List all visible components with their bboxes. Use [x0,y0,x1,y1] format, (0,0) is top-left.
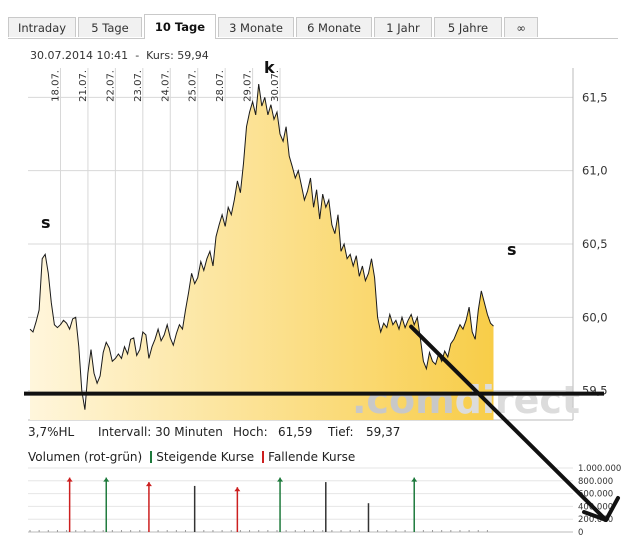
stats-row: 3,7%HL Intervall: 30 Minuten Hoch: 61,59… [28,425,478,523]
rising-volume-marker-icon [103,477,110,482]
price-area-layer [29,84,494,420]
quote-line: 30.07.2014 10:41 - Kurs: 59,94 [30,49,209,62]
annotation-right-shoulder: s [507,240,517,259]
volume-legend: Volumen (rot-grün) Steigende Kurse Fallend… [28,450,363,464]
high-label: Hoch: [233,425,268,439]
interval-text: Intervall: 30 Minuten [98,425,223,439]
svg-text:.comdirect: .comdirect [352,378,580,422]
y-tick-label: 60,0 [582,310,608,324]
rising-volume-marker-icon [411,477,418,482]
tab-5-jahre[interactable]: 5 Jahre [434,17,502,37]
low-value: 59,37 [366,425,401,439]
trend-arrow-line [409,324,608,522]
tab-3-monate[interactable]: 3 Monate [218,17,294,37]
watermark-direct: direct [455,378,580,422]
tab-6-monate[interactable]: 6 Monate [296,17,372,37]
tab-1-jahr[interactable]: 1 Jahr [374,17,432,37]
volume-tick-label: 600.000 [578,490,613,500]
volume-title: Volumen (rot-grün) [28,450,143,464]
price-line [29,84,494,410]
falling-label: Fallende Kurse [268,450,356,464]
y-tick-label: 61,5 [582,90,608,104]
watermark-com: .com [352,378,455,422]
y-tick-label: 60,5 [582,237,608,251]
rising-volume-marker-icon [277,477,284,482]
quote-kurs-value: 59,94 [177,49,209,62]
price-area-fill [30,84,494,420]
volume-tick-label: 200.000 [578,515,613,525]
trend-arrow-head-icon [582,496,620,522]
date-label: 22.07. [105,70,116,102]
date-label: 21.07. [78,70,89,102]
hl-range: 3,7%HL [28,425,75,439]
annotation-left-shoulder: s [41,213,51,232]
date-label: 30.07. [270,70,281,102]
date-label: 23.07. [133,70,144,102]
rising-label: Steigende Kurse [156,450,255,464]
tab-10-tage[interactable]: 10 Tage [144,14,216,39]
watermark: .comdirect [352,378,580,422]
falling-volume-marker-icon [66,477,73,482]
y-tick-label: 61,0 [582,164,608,178]
date-label: 29.07. [243,70,254,102]
date-label: 28.07. [215,70,226,102]
quote-datetime: 30.07.2014 10:41 [30,49,129,62]
volume-tick-label: 0 [578,528,583,538]
price-axis-layer: 59,560,060,561,061,518.07. 21.07. 22.07. 23… [50,70,607,398]
rising-marker-icon [150,451,153,463]
quote-separator: - [135,49,140,62]
tab-5-tage[interactable]: 5 Tage [78,17,142,37]
falling-volume-marker-icon [234,487,241,492]
volume-tick-label: 800.000 [578,477,613,487]
period-tab-bar: Intraday 5 Tage 10 Tage 3 Monate 6 Monate 1 J… [8,14,618,39]
high-value: 61,59 [278,425,313,439]
volume-tick-label: 1.000.000 [578,464,621,474]
falling-volume-marker-icon [145,482,152,487]
date-label: 25.07. [188,70,199,102]
date-label: 24.07. [160,70,171,102]
low-label: Tief: [328,425,354,439]
annotation-layer: s k s [24,58,620,522]
annotation-head: k [264,58,275,77]
tab-intraday[interactable]: Intraday [8,17,76,37]
date-label: 18.07. [50,70,61,102]
quote-kurs-label: Kurs: [146,49,174,62]
tab-max[interactable]: ∞ [504,17,538,37]
falling-marker-icon [262,451,265,463]
